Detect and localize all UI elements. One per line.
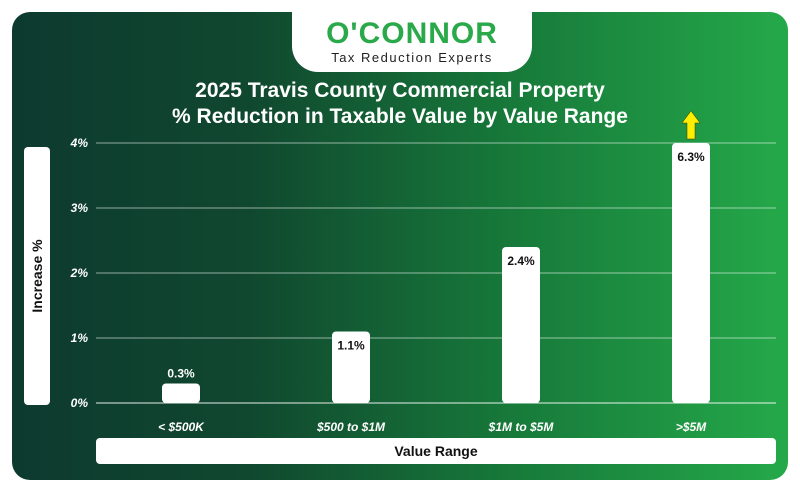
chart-title-line2: % Reduction in Taxable Value by Value Ra… [172, 105, 628, 128]
x-tick-label: < $500K [158, 420, 205, 434]
chart-card: O'CONNOR Tax Reduction Experts 2025 Trav… [12, 12, 788, 480]
x-tick-label: >$5M [676, 420, 707, 434]
data-label: 2.4% [507, 254, 535, 268]
brand-logo: O'CONNOR [326, 17, 498, 50]
y-tick-label: 1% [71, 331, 89, 345]
bar [672, 143, 710, 403]
bar-chart: 0% 1% 2% 3% 4% 0.3% < $500K 1.1% $500 to $1M 2.4%… [70, 110, 776, 434]
bar [502, 247, 540, 403]
data-label: 1.1% [337, 339, 365, 353]
y-tick-label: 2% [70, 266, 89, 280]
chart-title-line1: 2025 Travis County Commercial Property [195, 79, 605, 102]
x-tick-label: $1M to $5M [488, 420, 555, 434]
brand-tagline: Tax Reduction Experts [331, 50, 493, 65]
y-tick-label: 0% [71, 396, 89, 410]
bar [332, 331, 370, 403]
y-tick-label: 3% [71, 201, 89, 215]
x-axis-label: Value Range [96, 438, 776, 464]
logo-tab: O'CONNOR Tax Reduction Experts [292, 12, 532, 72]
x-tick-label: $500 to $1M [316, 420, 386, 434]
overflow-arrow-icon [681, 110, 701, 140]
bar [162, 383, 200, 403]
y-axis-label-box: Increase % [24, 147, 50, 405]
data-label: 0.3% [167, 367, 195, 381]
data-label: 6.3% [677, 150, 705, 164]
y-tick-label: 4% [70, 136, 89, 150]
